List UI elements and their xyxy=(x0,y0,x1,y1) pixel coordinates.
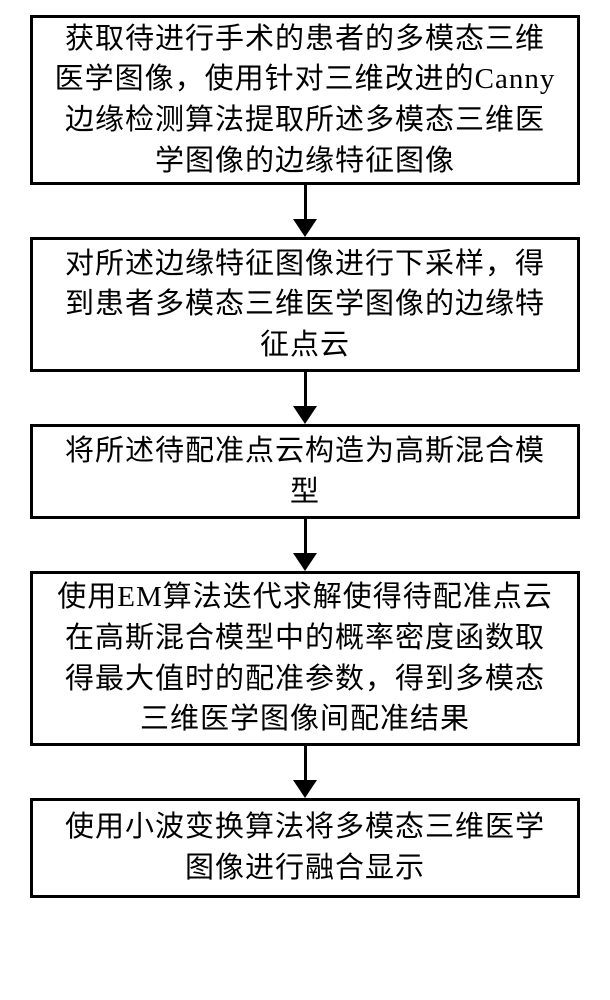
step-text: 获取待进行手术的患者的多模态三维医学图像，使用针对三维改进的Canny边缘检测算… xyxy=(51,19,559,181)
arrow-line xyxy=(304,746,307,780)
flowchart-container: 获取待进行手术的患者的多模态三维医学图像，使用针对三维改进的Canny边缘检测算… xyxy=(0,0,610,913)
flowchart-step-2: 对所述边缘特征图像进行下采样，得到患者多模态三维医学图像的边缘特征点云 xyxy=(30,237,580,372)
arrow-head-icon xyxy=(293,553,317,571)
flowchart-step-1: 获取待进行手术的患者的多模态三维医学图像，使用针对三维改进的Canny边缘检测算… xyxy=(30,15,580,185)
arrow-line xyxy=(304,372,307,406)
arrow-2 xyxy=(293,372,317,424)
step-text: 将所述待配准点云构造为高斯混合模型 xyxy=(51,431,559,512)
flowchart-step-5: 使用小波变换算法将多模态三维医学图像进行融合显示 xyxy=(30,798,580,898)
arrow-line xyxy=(304,519,307,553)
step-text: 使用EM算法迭代求解使得待配准点云在高斯混合模型中的概率密度函数取得最大值时的配… xyxy=(51,577,559,739)
flowchart-step-3: 将所述待配准点云构造为高斯混合模型 xyxy=(30,424,580,519)
step-text: 对所述边缘特征图像进行下采样，得到患者多模态三维医学图像的边缘特征点云 xyxy=(51,244,559,366)
arrow-head-icon xyxy=(293,406,317,424)
arrow-4 xyxy=(293,746,317,798)
flowchart-step-4: 使用EM算法迭代求解使得待配准点云在高斯混合模型中的概率密度函数取得最大值时的配… xyxy=(30,571,580,746)
arrow-head-icon xyxy=(293,780,317,798)
arrow-3 xyxy=(293,519,317,571)
arrow-head-icon xyxy=(293,219,317,237)
arrow-1 xyxy=(293,185,317,237)
arrow-line xyxy=(304,185,307,219)
step-text: 使用小波变换算法将多模态三维医学图像进行融合显示 xyxy=(51,807,559,888)
